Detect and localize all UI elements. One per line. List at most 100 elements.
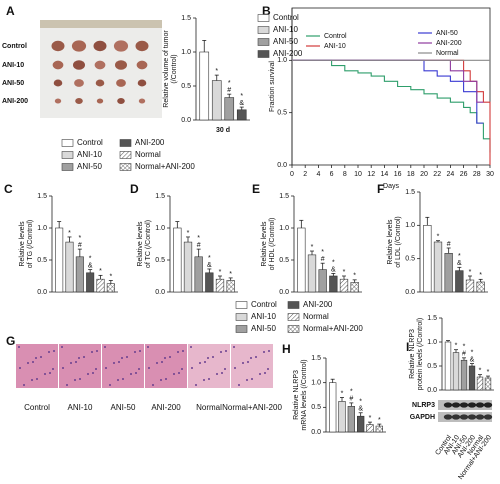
bar (106, 283, 115, 293)
y-axis-label: mRNA levels (/Control) (301, 359, 308, 430)
y-axis-label: Relative levels (387, 219, 394, 265)
nucleus (165, 378, 167, 380)
tumor (136, 60, 148, 70)
nucleus (109, 384, 111, 386)
nucleus (75, 361, 77, 363)
y-tick-label: 1.5 (37, 193, 47, 200)
panel-letter: I (406, 340, 409, 354)
significance-mark: * (321, 249, 324, 256)
photo-row-label: ANI-10 (2, 62, 24, 69)
x-tick-label: 30 (486, 171, 494, 178)
nucleus (18, 346, 20, 348)
y-axis-label: Relative levels (19, 221, 26, 267)
significance-mark: * (378, 417, 381, 424)
x-tick-label: 4 (316, 171, 320, 178)
survival-curve (292, 59, 484, 103)
blot-label: GAPDH (410, 414, 435, 421)
nucleus (27, 362, 29, 364)
tumor (113, 40, 129, 52)
nucleus (139, 350, 141, 352)
y-tick-label: 1.0 (311, 380, 321, 387)
tumor (73, 60, 85, 70)
tumor (94, 60, 106, 70)
x-tick-label: 2 (303, 171, 307, 178)
nucleus (48, 351, 50, 353)
nucleus (130, 373, 132, 375)
nucleus (78, 357, 80, 359)
legend-swatch (235, 313, 248, 321)
y-tick-label: 0.5 (405, 256, 415, 263)
y-tick-label: 1.0 (277, 57, 287, 64)
nucleus (264, 372, 266, 374)
x-tick-label: 0 (290, 171, 294, 178)
significance-mark: * (109, 273, 112, 280)
tumor (51, 40, 65, 52)
nucleus (263, 351, 265, 353)
histology-image (16, 344, 58, 388)
legend-label: Normal (436, 50, 459, 57)
tumor (137, 79, 147, 87)
significance-mark: * (229, 271, 232, 278)
nucleus (138, 368, 140, 370)
legend-swatch (287, 313, 300, 321)
y-tick-label: 0.0 (37, 289, 47, 296)
y-axis-label: of TC (/Control) (145, 220, 152, 268)
histology-image (59, 344, 101, 388)
nucleus (49, 372, 51, 374)
bar (468, 365, 476, 391)
significance-mark: * (455, 343, 458, 350)
significance-mark: & (331, 266, 336, 273)
histology-image (231, 344, 273, 388)
x-tick-label: 14 (381, 171, 389, 178)
nucleus (36, 378, 38, 380)
significance-mark: * (437, 234, 440, 241)
legend-label: Normal (135, 150, 161, 159)
legend-swatch (119, 139, 132, 147)
nucleus (224, 368, 226, 370)
panel-letter: G (6, 334, 15, 348)
nucleus (161, 361, 163, 363)
bar (484, 377, 492, 391)
histology-label: Normal+ANI-200 (222, 403, 282, 412)
y-tick-label: 0.0 (279, 289, 289, 296)
y-tick-label: 1.5 (279, 193, 289, 200)
nucleus (221, 372, 223, 374)
photo-row-label: Control (2, 43, 27, 50)
significance-mark: # (78, 242, 82, 249)
bar (476, 281, 485, 293)
legend-label: ANI-10 (251, 312, 276, 321)
bar (460, 359, 468, 391)
legend-swatch (235, 325, 248, 333)
nucleus (52, 368, 54, 370)
y-tick-label: 1.5 (181, 15, 191, 22)
bar (329, 382, 337, 433)
legend-label: ANI-10 (77, 150, 102, 159)
legend-swatch (287, 325, 300, 333)
bar (75, 256, 84, 293)
histology-label: ANI-10 (68, 403, 93, 412)
blot-band (451, 402, 461, 408)
histology-label: ANI-50 (111, 403, 136, 412)
significance-mark: * (341, 390, 344, 397)
y-tick-label: 0.0 (181, 117, 191, 124)
blot-band (483, 414, 493, 420)
significance-mark: & (358, 406, 363, 413)
histology-image (145, 344, 187, 388)
significance-mark: * (332, 259, 335, 266)
tumor (116, 79, 126, 87)
nucleus (199, 362, 201, 364)
significance-mark: # (447, 241, 451, 248)
tumor (138, 98, 146, 104)
blot-band (475, 402, 485, 408)
tumor (135, 40, 149, 52)
y-axis-label: Relative volume of tumor (163, 30, 170, 108)
histology-label: Normal (196, 403, 222, 412)
nucleus (104, 346, 106, 348)
panel-letter: E (252, 182, 260, 196)
nucleus (83, 356, 85, 358)
y-tick-label: 0.0 (427, 387, 437, 394)
x-axis-label: Days (383, 183, 399, 190)
nucleus (32, 361, 34, 363)
significance-mark: * (487, 369, 490, 376)
